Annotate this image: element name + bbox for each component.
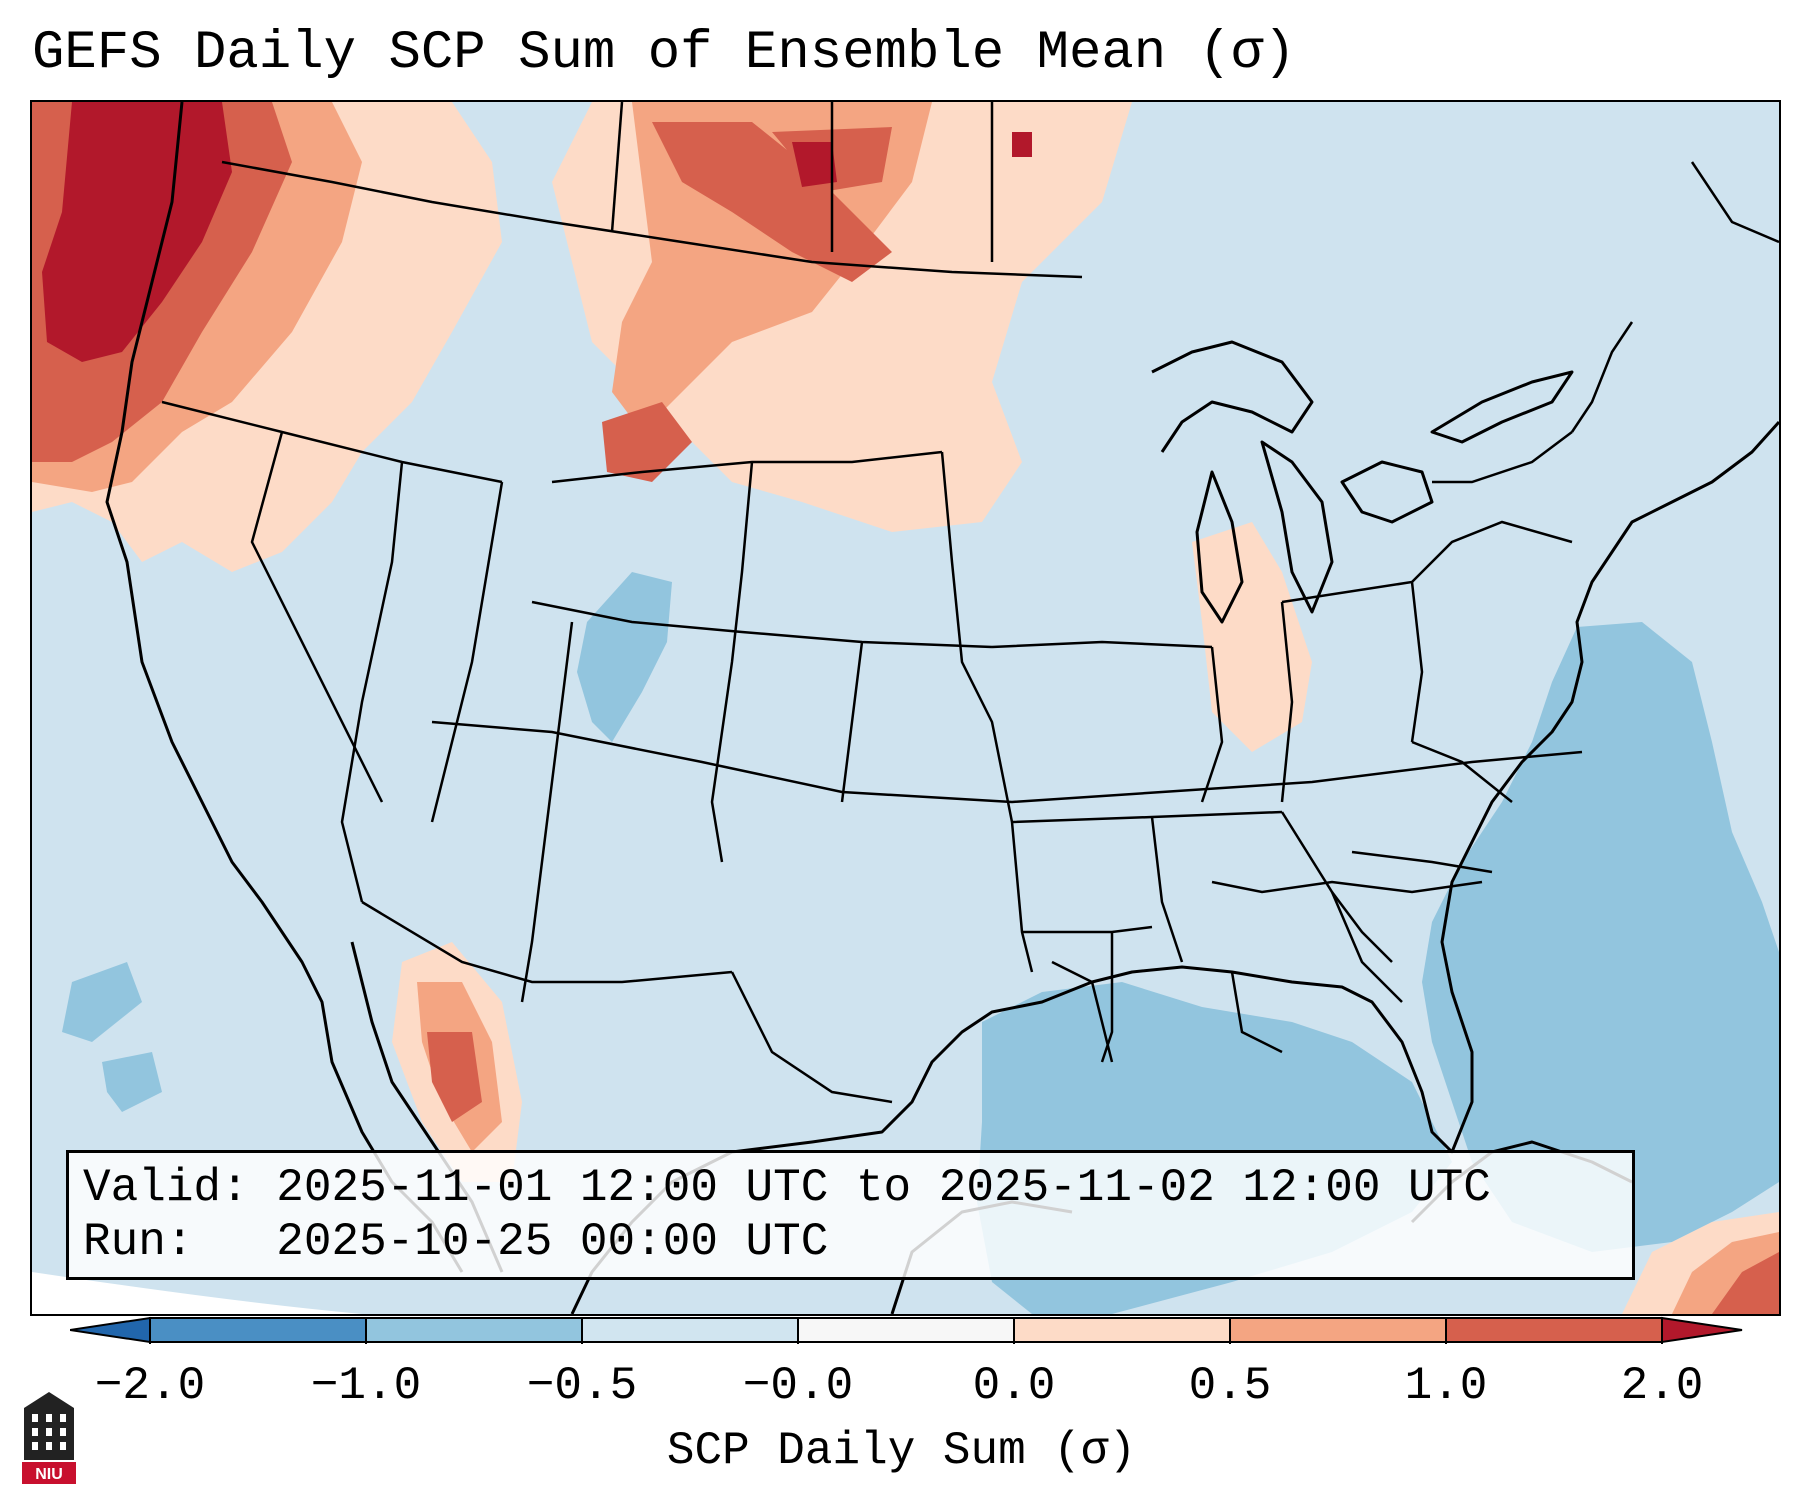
validity-info-box: Valid: 2025-11-01 12:00 UTC to 2025-11-0… xyxy=(66,1150,1635,1280)
colorbar-segment-6 xyxy=(1446,1318,1662,1342)
colorbar-tick-5: 0.5 xyxy=(1188,1360,1272,1412)
colorbar-extend-high xyxy=(1661,1316,1743,1344)
map-canvas xyxy=(32,102,1779,1314)
colorbar-segment-0 xyxy=(150,1318,366,1342)
colorbar-tick-6: 1.0 xyxy=(1404,1360,1488,1412)
colorbar-extend-low xyxy=(70,1316,151,1344)
pnw-extreme-anomaly xyxy=(42,102,232,362)
logo-text: NIU xyxy=(35,1466,63,1483)
valid-label: Valid: xyxy=(83,1162,249,1214)
run-value: 2025-10-25 00:00 UTC xyxy=(276,1216,829,1268)
colorado-negative-anomaly xyxy=(577,572,672,742)
map-title: GEFS Daily SCP Sum of Ensemble Mean (σ) xyxy=(32,23,1296,84)
map-panel xyxy=(30,100,1781,1316)
colorbar-tick-4: 0.0 xyxy=(972,1360,1056,1412)
atlantic-negative-anomaly xyxy=(1422,622,1779,1252)
colorbar-tick-3: −0.0 xyxy=(742,1360,854,1412)
plains-strong-anomaly xyxy=(602,122,892,482)
colorbar-segment-5 xyxy=(1230,1318,1446,1342)
colorbar-tick-1: −1.0 xyxy=(310,1360,422,1412)
colorbar-label: SCP Daily Sum (σ) xyxy=(666,1425,1137,1477)
colorbar-segment-3 xyxy=(798,1318,1014,1342)
niu-logo: NIU xyxy=(22,1392,76,1484)
great-lakes-light-anomaly xyxy=(1192,522,1312,752)
colorbar xyxy=(70,1316,1743,1344)
pacific-negative-anomaly xyxy=(62,962,162,1112)
sonora-strong-anomaly xyxy=(427,1032,482,1122)
colorbar-tick-7: 2.0 xyxy=(1620,1360,1704,1412)
colorbar-tick-0: −2.0 xyxy=(94,1360,206,1412)
caribbean-strong-anomaly xyxy=(1712,1252,1779,1314)
colorbar-segment-2 xyxy=(582,1318,798,1342)
colorbar-segment-1 xyxy=(366,1318,582,1342)
valid-value: 2025-11-01 12:00 UTC to 2025-11-02 12:00… xyxy=(276,1162,1491,1214)
colorbar-tick-2: −0.5 xyxy=(526,1360,638,1412)
run-label: Run: xyxy=(83,1216,194,1268)
plains-extreme-anomaly xyxy=(792,132,1032,187)
projection-edge xyxy=(32,1272,362,1314)
colorbar-segment-4 xyxy=(1014,1318,1230,1342)
state-borders xyxy=(161,102,1779,1104)
